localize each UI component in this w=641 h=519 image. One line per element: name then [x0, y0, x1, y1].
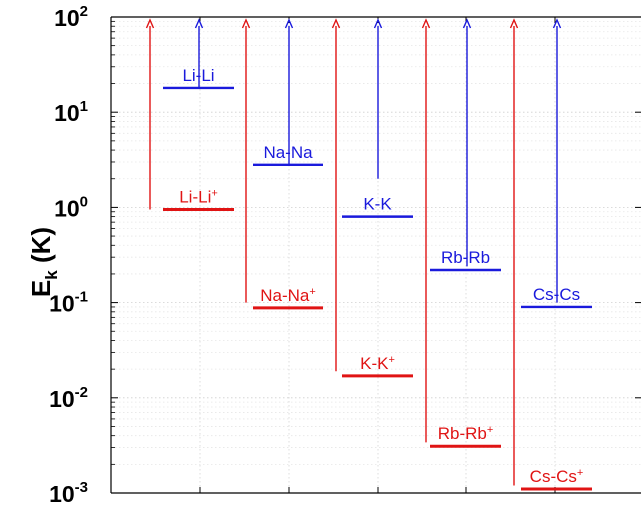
neutral-arrow-head	[284, 18, 294, 29]
neutral-level-name: Cs-Cs	[533, 285, 580, 304]
y-tick-label: 10-1	[49, 289, 88, 317]
ionic-arrow-head	[145, 18, 155, 29]
ionic-arrow-head	[241, 18, 251, 29]
ionic-level-charge: +	[211, 188, 217, 200]
neutral-level-name: Li-Li	[182, 66, 214, 85]
ionic-level-charge: +	[388, 354, 394, 366]
y-tick-label-base: 10	[54, 195, 80, 221]
y-tick-label: 101	[54, 98, 88, 126]
y-tick-label-exponent: -3	[75, 479, 88, 496]
y-tick-label-exponent: 1	[80, 98, 88, 115]
y-axis-label-symbol: E	[26, 280, 56, 297]
ionic-level-name: Cs-Cs	[530, 467, 577, 486]
y-tick-label-base: 10	[49, 481, 75, 507]
y-tick-label-exponent: -2	[75, 384, 88, 401]
neutral-arrow-head	[552, 18, 562, 29]
y-tick-label-exponent: 0	[80, 193, 88, 210]
y-axis-label-unit: (K)	[26, 227, 56, 270]
neutral-level-label: K-K	[363, 195, 392, 214]
neutral-level-name: Na-Na	[263, 143, 313, 162]
neutral-arrow-head	[462, 18, 472, 29]
ionic-level-name: Rb-Rb	[438, 424, 487, 443]
ionic-level-label: Na-Na+	[260, 286, 316, 305]
y-tick-label: 10-2	[49, 384, 88, 412]
ionic-level-charge: +	[577, 467, 583, 479]
y-tick-label-base: 10	[49, 386, 75, 412]
ionic-level-name: Na-Na	[260, 286, 310, 305]
neutral-level-name: Rb-Rb	[441, 248, 490, 267]
ionic-arrow-head	[509, 18, 519, 29]
neutral-level-label: Li-Li	[182, 66, 214, 85]
ionic-arrow-head	[421, 18, 431, 29]
y-tick-label-base: 10	[54, 5, 80, 31]
ionic-level-charge: +	[309, 286, 315, 298]
ionic-level-name: Li-Li	[179, 188, 211, 207]
y-tick-label-exponent: -1	[75, 289, 88, 306]
ionic-level-label: Li-Li+	[179, 188, 218, 207]
y-tick-label-base: 10	[49, 291, 75, 317]
y-tick-label: 102	[54, 3, 88, 31]
neutral-level-label: Rb-Rb	[441, 248, 490, 267]
y-tick-label: 10-3	[49, 479, 88, 507]
neutral-arrow-head	[373, 18, 383, 29]
y-axis-label: Ek (K)	[26, 227, 61, 297]
neutral-level-label: Na-Na	[263, 143, 313, 162]
ionic-level-name: K-K	[360, 354, 389, 373]
y-axis-label-subscript: k	[42, 270, 61, 280]
neutral-level-name: K-K	[363, 195, 392, 214]
neutral-level-label: Cs-Cs	[533, 285, 580, 304]
y-tick-label: 100	[54, 193, 88, 221]
neutral-arrow-head	[194, 18, 204, 29]
ionic-level-label: K-K+	[360, 354, 395, 373]
ionic-level-label: Rb-Rb+	[438, 424, 494, 443]
axes	[110, 16, 641, 494]
y-tick-label-base: 10	[54, 100, 80, 126]
grid	[111, 17, 641, 494]
ionic-arrow-head	[331, 18, 341, 29]
y-tick-label-exponent: 2	[80, 3, 88, 20]
ionic-level-label: Cs-Cs+	[530, 467, 584, 486]
chart-marks: Li-Li+Li-LiNa-Na+Na-NaK-K+K-KRb-Rb+Rb-Rb…	[145, 18, 592, 491]
ionic-level-charge: +	[487, 424, 493, 436]
